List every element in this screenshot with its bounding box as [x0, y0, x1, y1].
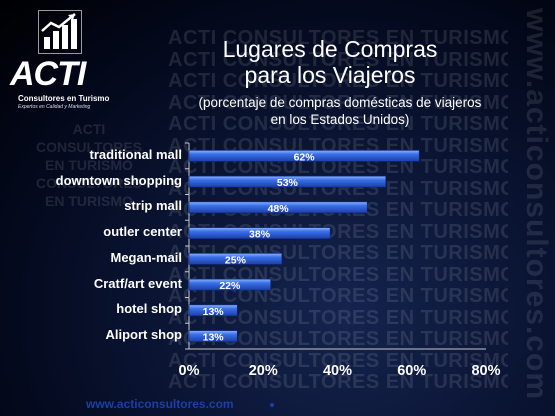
watermark-line: ACTI CONSULTORES EN TURISMO [168, 156, 508, 178]
logo-tagline: Expertos en Calidad y Marketing [18, 104, 91, 110]
watermark-left: ACTI CONSULTORES EN TURISMO CONSULTORES EN T… [4, 120, 174, 210]
category-label: downtown shopping [55, 172, 182, 188]
data-label: 62% [294, 151, 316, 163]
watermark-line: ACTI CONSULTORES EN TURISMO [168, 349, 508, 372]
bar [188, 253, 283, 265]
footer-bullet [270, 403, 274, 407]
data-label: 13% [203, 332, 225, 344]
logo-wordmark: ACTI [10, 55, 86, 93]
data-label: 48% [268, 203, 290, 215]
chart-subtitle-line1: (porcentaje de compras domésticas de via… [198, 95, 482, 110]
watermark-left-line: EN TURISMO [45, 157, 133, 173]
category-label: strip mall [124, 198, 182, 214]
watermark-line: ACTI CONSULTORES EN TURISMO [168, 113, 508, 135]
category-label: Aliport shop [105, 327, 182, 343]
data-label: 22% [219, 280, 241, 292]
watermark-line: ACTI CONSULTORES EN TURISMO [168, 285, 508, 307]
chart-title: Lugares de Compras para los Viajeros [160, 36, 500, 88]
category-label: traditional mall [89, 146, 182, 162]
bar [188, 227, 331, 239]
watermark-line: ACTI CONSULTORES EN TURISMO [168, 306, 508, 329]
data-label: 38% [249, 229, 271, 241]
chart-subtitle: (porcentaje de compras domésticas de via… [160, 94, 520, 128]
data-label: 53% [277, 177, 299, 189]
logo-subtitle: Consultores en Turismo [18, 94, 110, 103]
category-label: Cratf/art event [93, 275, 182, 291]
bar [188, 150, 420, 162]
watermark-line: ACTI CONSULTORES EN TURISMO [168, 48, 508, 71]
bar [188, 304, 238, 317]
watermark-left-line: EN TURISMO [45, 193, 133, 209]
bar-chart-arrow-icon [38, 10, 82, 54]
x-tick-label: 60% [397, 363, 427, 379]
x-tick-label: 0% [178, 363, 200, 379]
watermark-line: ACTI CONSULTORES EN TURISMO [168, 328, 508, 350]
watermark-line: ACTI CONSULTORES EN TURISMO [168, 91, 508, 114]
acti-logo: ACTI Consultores en Turismo Expertos en … [8, 10, 128, 110]
data-label: 13% [203, 306, 225, 318]
watermark-line: ACTI CONSULTORES EN TURISMO [168, 70, 508, 92]
chart-title-line1: Lugares de Compras [222, 36, 438, 62]
chart-title-line2: para los Viajeros [244, 62, 416, 88]
watermark-left-line: ACTI [72, 121, 106, 137]
category-label: outler center [103, 224, 182, 240]
bar [188, 175, 387, 188]
x-tick-label: 80% [471, 363, 501, 379]
x-tick-label: 20% [248, 363, 278, 379]
bar [188, 278, 271, 291]
watermark-line: ACTI CONSULTORES EN TURISMO [168, 371, 508, 388]
x-tick-label: 40% [322, 363, 353, 379]
category-label: Megan-mail [110, 249, 182, 265]
watermark-left-line: CONSULTORES [35, 139, 143, 155]
bar [188, 330, 238, 342]
category-label: hotel shop [116, 301, 182, 317]
data-label: 25% [225, 254, 247, 266]
bar [188, 201, 368, 214]
footer-url: www.acticonsultores.com [86, 397, 234, 411]
watermark-left-line: CONSULTORES [35, 175, 143, 191]
chart-subtitle-line2: en los Estados Unidos) [270, 112, 410, 127]
watermark-line: ACTI CONSULTORES EN TURISMO [168, 28, 508, 49]
